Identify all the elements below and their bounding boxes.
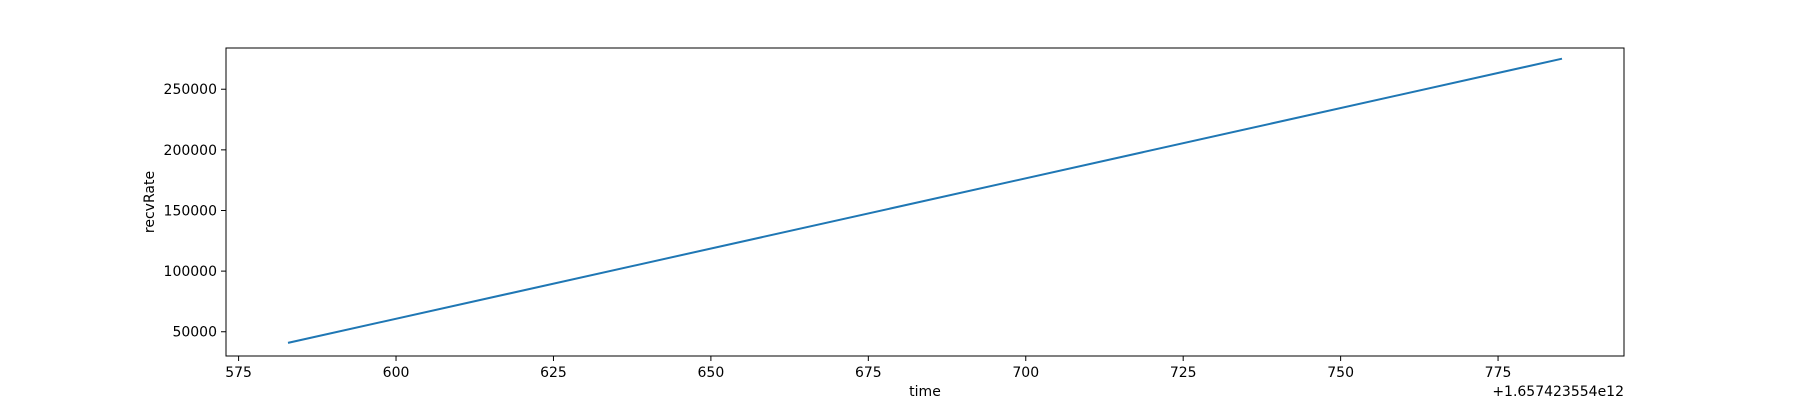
x-axis-label: time [909, 384, 941, 400]
y-axis-ticks: 50000 100000 150000 200000 250000 [164, 82, 226, 341]
plot-frame [225, 47, 1625, 357]
y-tick-label: 250000 [164, 82, 217, 98]
x-tick-label: 675 [855, 365, 882, 381]
x-tick-label: 600 [383, 365, 410, 381]
series-layer [287, 57, 1563, 344]
x-tick-label: 625 [540, 365, 567, 381]
x-tick-label: 750 [1327, 365, 1354, 381]
series-line-0 [287, 57, 1563, 344]
x-axis-ticks: 575 600 625 650 675 700 725 750 775 [225, 356, 1511, 381]
y-tick-label: 100000 [164, 264, 217, 280]
x-tick-label: 725 [1170, 365, 1197, 381]
y-tick-label: 150000 [164, 203, 217, 219]
x-tick-label: 700 [1012, 365, 1039, 381]
x-tick-label: 775 [1485, 365, 1512, 381]
y-tick-label: 200000 [164, 143, 217, 159]
x-tick-label: 575 [225, 365, 252, 381]
y-axis-label: recvRate [142, 171, 158, 233]
y-tick-label: 50000 [172, 325, 217, 341]
x-axis-offset-label: +1.657423554e12 [1492, 384, 1624, 400]
x-tick-label: 650 [698, 365, 725, 381]
